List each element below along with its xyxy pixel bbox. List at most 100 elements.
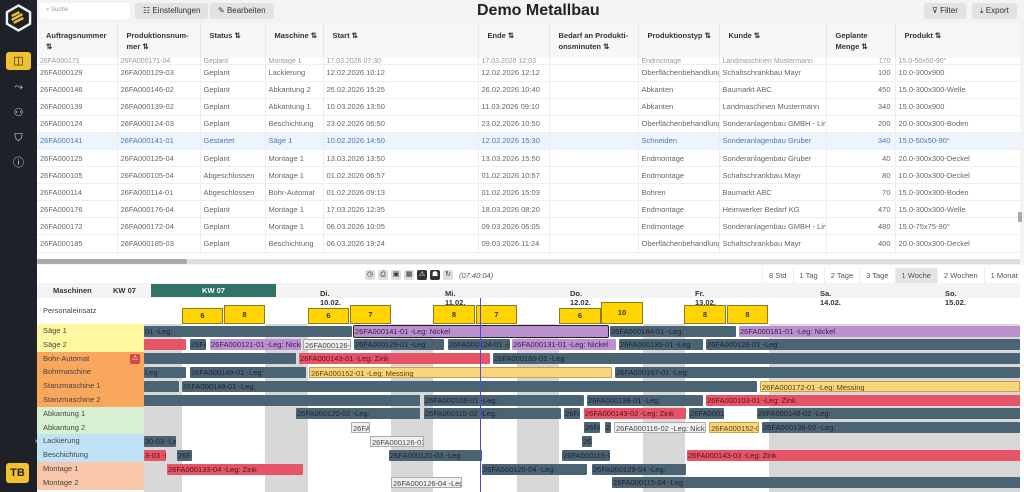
table-row[interactable]: 26FA000124 26FA000124-03 Geplant Beschichtu… [37, 115, 1020, 133]
order-bar[interactable]: 26FA0001 [689, 408, 724, 420]
column-header[interactable]: Ende ⇅ [478, 23, 550, 58]
export-button[interactable]: ⤓ Export [972, 3, 1017, 19]
order-bar[interactable]: 26FA000120-02 -Leg: [296, 408, 420, 420]
order-bar[interactable]: 26FA000103-01 -Leg: Zink [706, 394, 1020, 406]
sidebar-item-security[interactable]: ⛉ [6, 129, 31, 147]
table-row[interactable]: 26FA000185 26FA000185-03 Geplant Beschichtu… [37, 234, 1020, 253]
order-bar[interactable]: 26FA000152-0 [709, 422, 759, 434]
order-bar[interactable] [144, 339, 186, 351]
order-bar[interactable]: 26FA000121-01 -Leg: Nicke [210, 339, 301, 351]
sidebar-item-dashboard[interactable]: ◫ [6, 52, 31, 70]
column-header[interactable]: Start ⇅ [323, 23, 479, 58]
order-bar[interactable]: 26FA000120-04 -Leg: [482, 463, 587, 475]
zoom-option[interactable]: 1 Woche [894, 268, 937, 283]
table-row[interactable]: 26FA000129 26FA000129-03 Geplant Lackierung… [37, 64, 1020, 82]
order-bar[interactable]: 26FA000152-01 -Leg: Messing [309, 366, 612, 378]
machine-label[interactable]: Abkantung 1 [37, 406, 144, 421]
zoom-option[interactable]: 8 Std [762, 268, 793, 283]
order-bar[interactable]: 2 [605, 422, 611, 434]
order-bar[interactable]: 26FA000135-01 -Leg [619, 339, 703, 351]
order-bar[interactable]: 26FA000181-01 -Leg: Nickel [739, 325, 1020, 337]
week-bar[interactable]: KW 07 [151, 284, 276, 297]
order-bar[interactable]: 01 -Leg: [144, 325, 352, 337]
machine-label[interactable]: Montage 2 [37, 475, 144, 490]
horizontal-scrollbar[interactable] [37, 259, 1020, 264]
order-bar[interactable]: 26FA000108-01 -Leg: [424, 394, 584, 406]
order-bar[interactable]: 26FA000149-01 -Leg: [190, 366, 306, 378]
order-bar[interactable]: 26F [177, 449, 192, 461]
order-bar[interactable]: 26FA000126-0 [303, 339, 351, 351]
order-bar[interactable]: 26FA000148-01 -Leg: [182, 380, 757, 392]
machine-label[interactable]: Stanzmaschine 1 [37, 379, 144, 393]
machine-label[interactable]: Beschichtung [37, 448, 144, 462]
zoom-option[interactable]: 2 Tage [823, 268, 859, 283]
machine-label[interactable]: Abkantung 2 [37, 420, 144, 435]
table-row[interactable]: 26FA000146 26FA000146-02 Geplant Abkantung … [37, 81, 1020, 99]
machine-label[interactable]: Säge 1 [37, 324, 144, 338]
sidebar-item-users[interactable]: ⚇ [6, 104, 31, 122]
sidebar-item-help[interactable]: ⓘ [6, 154, 31, 172]
order-bar[interactable]: 26FA [564, 408, 580, 420]
warning-icon[interactable]: ⚠ [130, 353, 140, 364]
search-input[interactable]: ⌕ Suche [40, 3, 130, 19]
expand-chevron-icon[interactable]: › [31, 437, 41, 447]
order-bar[interactable]: 26FA000143-03 -Leg: Zink [687, 449, 1020, 461]
user-icon[interactable]: ☗ [430, 270, 440, 280]
order-bar[interactable]: 26FA000138-01 -Leg: [587, 394, 703, 406]
order-bar[interactable]: 26FA000160-01 -Leg [493, 353, 1020, 365]
comment-icon[interactable]: ▣ [391, 270, 401, 280]
sidebar-item-analytics[interactable]: ⤳ [6, 78, 31, 96]
order-bar[interactable]: 26FA000129-04 -Leg: [592, 463, 686, 475]
order-bar[interactable] [144, 353, 296, 365]
order-bar[interactable]: 26FA000115-02 -Leg: [424, 408, 561, 420]
column-header[interactable]: Status ⇅ [200, 23, 266, 58]
warning-icon[interactable]: ⚠ [417, 270, 427, 280]
order-bar[interactable]: 3-03 -L [144, 449, 166, 461]
order-bar[interactable]: 26FA000143-02 -Leg: Zink [584, 408, 686, 420]
column-header[interactable]: Produktionstyp ⇅ [638, 23, 720, 58]
order-bar[interactable]: 26FA000120-03 -Leg [389, 449, 482, 461]
edit-button[interactable]: ✎ Bearbeiten [210, 3, 274, 19]
zoom-option[interactable]: 2 Wochen [936, 268, 984, 283]
order-bar[interactable]: 26FA000115-04 -Leg [612, 477, 1020, 489]
order-bar[interactable] [144, 394, 420, 406]
order-bar[interactable]: 26FA000129-01 -Leg [354, 339, 444, 351]
order-bar[interactable]: 26FA [351, 422, 370, 434]
refresh-icon[interactable]: ↻ [443, 270, 453, 280]
machine-label[interactable]: Lackierung [37, 434, 144, 449]
zoom-option[interactable]: 3 Tage [859, 268, 894, 283]
column-header[interactable]: Bedarf an Produkti-onsminuten ⇅ [549, 23, 639, 58]
order-bar[interactable]: Leg [144, 366, 186, 378]
column-header[interactable]: Maschine ⇅ [265, 23, 324, 58]
order-bar[interactable] [144, 380, 179, 392]
calendar-icon[interactable]: ▦ [404, 270, 414, 280]
machine-label[interactable]: Bohrmaschine [37, 365, 144, 380]
filter-button[interactable]: ⊽ Filter [924, 3, 966, 19]
zoom-option[interactable]: 1 Tag [792, 268, 824, 283]
machine-label[interactable]: Montage 1 [37, 461, 144, 476]
order-bar[interactable]: 30-03 -Le [144, 435, 176, 447]
order-bar[interactable]: 26FA000128-01 -Leg [706, 339, 1020, 351]
clock-icon[interactable]: ◷ [365, 270, 375, 280]
order-bar[interactable]: 26FA000116-02 -Leg: Nicke [614, 422, 706, 434]
order-bar[interactable]: 26FA000126-03 [370, 435, 424, 447]
order-bar[interactable]: 26FA000172-01 -Leg: Messing [760, 380, 1020, 392]
order-bar[interactable]: 26FA000131-01 -Leg: Nickel [512, 339, 616, 351]
order-bar[interactable]: 26FA000141-01 -Leg: Nickel [353, 324, 609, 338]
column-header[interactable]: Geplante Menge ⇅ [826, 23, 896, 58]
order-bar[interactable]: 26FA [190, 339, 206, 351]
order-bar[interactable]: 26FA000126-04 -Leg [391, 477, 462, 489]
column-header[interactable]: Produkt ⇅ [895, 23, 1020, 58]
table-row[interactable]: 26FA000114 26FA000114-01 Abgeschlossen Bohr… [37, 183, 1020, 202]
order-bar[interactable]: 26 [582, 435, 592, 447]
vertical-scrollbar[interactable] [1018, 212, 1022, 222]
zoom-option[interactable]: 1 Monat [983, 268, 1024, 283]
column-header[interactable]: Auftragsnummer ⇅ [37, 23, 118, 58]
order-bar[interactable]: 26FA000184-01 -Leg: [610, 325, 736, 337]
order-bar[interactable]: 26FA000148-02 -Leg: [757, 408, 1020, 420]
settings-button[interactable]: ☷ Einstellungen [135, 3, 209, 19]
